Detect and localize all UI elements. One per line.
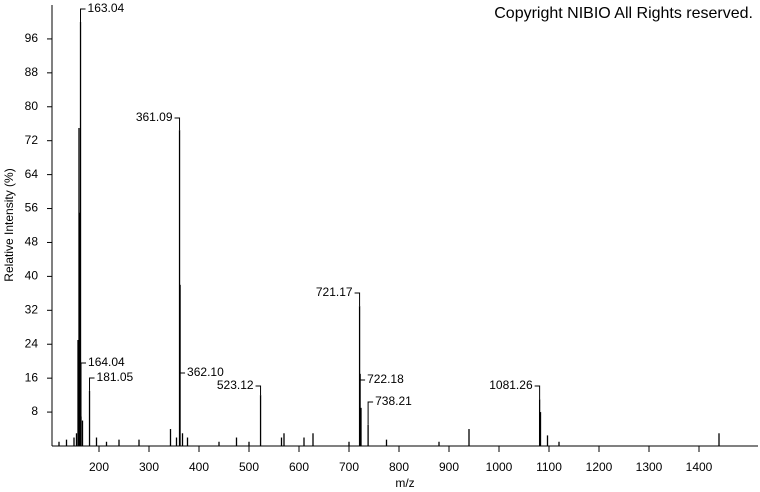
label-leader	[534, 385, 541, 400]
label-leader	[359, 373, 366, 381]
peak-label: 361.09	[136, 110, 173, 124]
copyright: Copyright NIBIO All Rights reserved.	[494, 5, 753, 22]
x-tick-label: 600	[289, 460, 309, 474]
x-tick-label: 500	[239, 460, 259, 474]
x-tick-label: 200	[89, 460, 109, 474]
label-leader	[174, 117, 181, 131]
y-tick-label: 24	[25, 336, 39, 350]
label-leader	[255, 385, 262, 396]
peak-label: 362.10	[187, 365, 224, 379]
y-tick-label: 32	[25, 302, 39, 316]
y-tick-label: 80	[25, 99, 39, 113]
x-tick-label: 1000	[486, 460, 513, 474]
peak-label: 721.17	[316, 285, 353, 299]
label-leader	[80, 362, 87, 417]
y-tick-label: 48	[25, 235, 39, 249]
x-tick-label: 900	[439, 460, 459, 474]
y-tick-label: 16	[25, 370, 39, 384]
label-leader	[367, 401, 374, 425]
x-tick-label: 400	[189, 460, 209, 474]
x-tick-label: 1200	[586, 460, 613, 474]
y-tick-label: 8	[31, 404, 38, 418]
peak-label: 163.04	[88, 1, 125, 15]
x-tick-label: 300	[139, 460, 159, 474]
x-tick-label: 1100	[536, 460, 562, 474]
peak-label: 722.18	[367, 372, 404, 386]
peak-label: 523.12	[217, 378, 254, 392]
x-tick-label: 700	[339, 460, 359, 474]
y-tick-label: 64	[25, 167, 39, 181]
x-tick-label: 1400	[686, 460, 713, 474]
y-axis-label: Relative Intensity (%)	[2, 168, 16, 281]
y-tick-label: 40	[25, 269, 39, 283]
label-leader	[179, 284, 186, 374]
y-tick-label: 96	[25, 31, 39, 45]
y-tick-label: 88	[25, 65, 39, 79]
label-leader	[89, 377, 95, 391]
x-axis-label: m/z	[395, 476, 414, 490]
peak-label: 738.21	[375, 394, 412, 408]
label-leader	[354, 292, 361, 307]
peak-label: 164.04	[88, 355, 125, 369]
x-tick-label: 800	[389, 460, 409, 474]
x-tick-label: 1300	[636, 460, 663, 474]
y-tick-label: 72	[25, 133, 39, 147]
label-leader	[80, 8, 86, 22]
y-tick-label: 56	[25, 201, 39, 215]
peak-label: 181.05	[97, 370, 134, 384]
peak-label: 1081.26	[489, 378, 533, 392]
